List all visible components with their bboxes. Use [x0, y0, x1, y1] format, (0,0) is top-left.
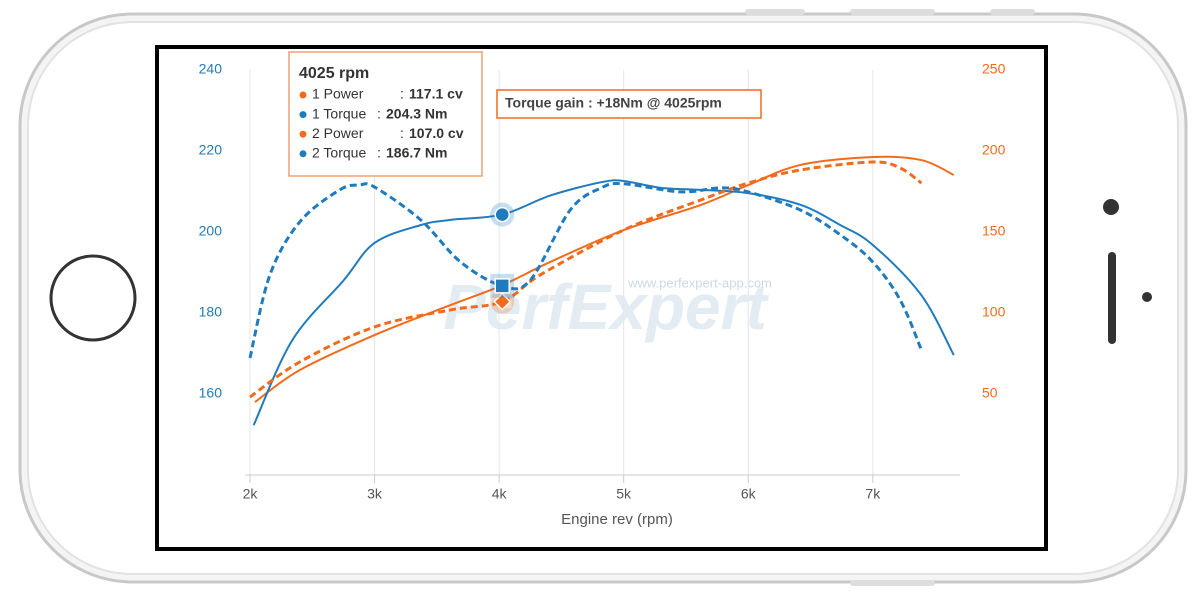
- tooltip-box: [288, 51, 483, 177]
- tooltip-name: 1 Power: [312, 86, 364, 102]
- speaker: [1108, 252, 1116, 344]
- watermark-url: www.perfexpert-app.com: [627, 275, 772, 290]
- tooltip-dot: [299, 111, 307, 119]
- phone-button: [745, 9, 805, 15]
- tooltip-separator: :: [400, 86, 404, 102]
- tooltip-separator: :: [377, 145, 381, 161]
- tooltip-name: 2 Power: [312, 125, 364, 141]
- series-line: [248, 182, 923, 359]
- series-line: [249, 160, 923, 399]
- x-tick-label: 7k: [865, 486, 881, 502]
- home-button[interactable]: [49, 254, 137, 342]
- y2-tick-label: 250: [982, 61, 1006, 77]
- tooltip-value: 186.7 Nm: [386, 145, 447, 161]
- y2-tick-label: 100: [982, 304, 1006, 320]
- hover-marker: [494, 206, 510, 223]
- x-tick-label: 6k: [741, 486, 757, 502]
- tooltip-value: 107.0 cv: [409, 125, 464, 141]
- phone-button: [990, 9, 1035, 15]
- hover-marker: [494, 278, 510, 294]
- tooltip-name: 1 Torque: [312, 105, 366, 121]
- x-tick-label: 2k: [243, 486, 259, 502]
- plot: 2k 3k 4k 5k 6k 7k 160 180 200 220 240 50 100 150 200 25…: [199, 61, 1006, 502]
- x-tick-label: 3k: [367, 486, 383, 502]
- phone-button: [850, 9, 935, 15]
- x-axis-title: Engine rev (rpm): [561, 511, 673, 528]
- tooltip-dot: [299, 130, 307, 138]
- tooltip: 4025 rpm 1 Power:117.1 cv1 Torque:204.3 …: [288, 51, 483, 177]
- y2-tick-label: 150: [982, 223, 1006, 239]
- y-tick-label: 220: [199, 142, 223, 158]
- y-tick-label: 240: [199, 61, 223, 77]
- x-tick-label: 4k: [492, 486, 508, 502]
- series-line: [254, 155, 955, 403]
- y2-tick-label: 50: [982, 385, 998, 401]
- x-tick-label: 5k: [616, 486, 632, 502]
- hover-marker: [493, 292, 512, 311]
- tooltip-dot: [299, 91, 307, 99]
- camera: [1103, 199, 1119, 215]
- y-tick-label: 200: [199, 223, 223, 239]
- series-line: [252, 179, 955, 426]
- tooltip-name: 2 Torque: [312, 145, 366, 161]
- tooltip-value: 117.1 cv: [409, 86, 463, 102]
- y-tick-label: 160: [199, 385, 223, 401]
- annotation: Torque gain : +18Nm @ 4025rpm: [505, 95, 722, 111]
- tooltip-separator: :: [377, 105, 381, 121]
- annotation-box: [496, 89, 762, 119]
- phone-button: [850, 580, 935, 586]
- tooltip-value: 204.3 Nm: [386, 105, 447, 121]
- tooltip-title: 4025 rpm: [299, 65, 369, 82]
- y2-tick-label: 200: [982, 142, 1006, 158]
- sensor: [1142, 292, 1152, 302]
- y-tick-label: 180: [199, 304, 223, 320]
- tooltip-dot: [299, 150, 307, 158]
- tooltip-separator: :: [400, 125, 404, 141]
